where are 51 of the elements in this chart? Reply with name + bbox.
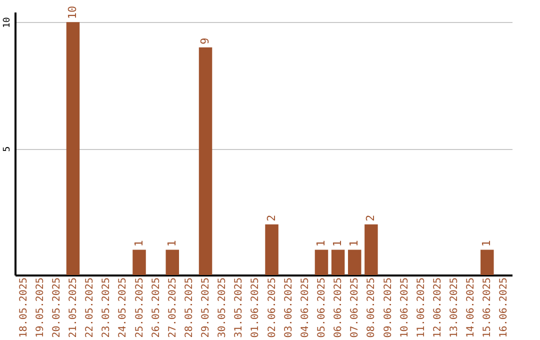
x-tick-label: 05.06.2025 bbox=[316, 278, 328, 338]
data-label: 1 bbox=[331, 240, 344, 247]
x-tick-label: 15.06.2025 bbox=[482, 278, 494, 338]
data-label: 1 bbox=[348, 240, 361, 247]
x-tick-label: 28.05.2025 bbox=[184, 278, 195, 338]
x-tick-label: 10.06.2025 bbox=[399, 278, 410, 338]
y-tick-label: 5 bbox=[2, 146, 12, 152]
bar bbox=[348, 250, 362, 275]
x-tick-label: 20.05.2025 bbox=[51, 278, 62, 338]
data-label: 1 bbox=[132, 240, 146, 247]
x-tick-label: 29.05.2025 bbox=[200, 278, 212, 338]
x-tick-label: 23.05.2025 bbox=[101, 278, 112, 338]
x-tick-label: 08.06.2025 bbox=[366, 278, 378, 338]
x-tick-label: 24.05.2025 bbox=[118, 278, 129, 338]
data-label: 1 bbox=[480, 240, 494, 247]
x-tick-label: 04.06.2025 bbox=[300, 278, 311, 338]
bar bbox=[132, 250, 146, 275]
x-tick-label: 14.06.2025 bbox=[466, 278, 477, 338]
x-tick-label: 13.06.2025 bbox=[449, 278, 460, 338]
x-tick-label: 09.06.2025 bbox=[382, 278, 394, 338]
data-label: 1 bbox=[314, 240, 328, 247]
bar bbox=[198, 47, 212, 275]
data-label: 9 bbox=[198, 38, 212, 44]
x-tick-label: 03.06.2025 bbox=[283, 278, 294, 338]
x-tick-label: 02.06.2025 bbox=[266, 278, 278, 338]
x-tick-label: 18.05.2025 bbox=[18, 278, 30, 338]
x-tick-label: 11.06.2025 bbox=[416, 278, 427, 338]
bar bbox=[66, 22, 80, 275]
bar bbox=[480, 250, 494, 275]
x-tick-label: 12.06.2025 bbox=[432, 278, 444, 338]
x-tick-label: 19.05.2025 bbox=[34, 278, 46, 338]
bar bbox=[265, 224, 278, 275]
x-tick-label: 06.06.2025 bbox=[333, 278, 344, 338]
data-label: 10 bbox=[66, 6, 79, 20]
x-tick-label: 01.06.2025 bbox=[250, 278, 262, 338]
x-tick-label: 22.05.2025 bbox=[84, 278, 96, 338]
x-tick-label: 07.06.2025 bbox=[350, 278, 361, 338]
x-tick-label: 25.05.2025 bbox=[134, 278, 146, 338]
bar bbox=[364, 224, 378, 275]
data-label: 1 bbox=[165, 240, 178, 247]
bar bbox=[331, 250, 345, 275]
data-label: 2 bbox=[264, 214, 278, 222]
x-tick-label: 16.06.2025 bbox=[498, 278, 510, 338]
x-tick-label: 21.05.2025 bbox=[68, 278, 79, 338]
data-label: 2 bbox=[364, 214, 378, 222]
x-tick-label: 31.05.2025 bbox=[234, 278, 245, 338]
bar bbox=[166, 250, 180, 275]
x-tick-label: 26.05.2025 bbox=[150, 278, 162, 338]
bar bbox=[314, 250, 328, 275]
x-tick-label: 30.05.2025 bbox=[217, 278, 228, 338]
x-tick-label: 27.05.2025 bbox=[167, 278, 178, 338]
